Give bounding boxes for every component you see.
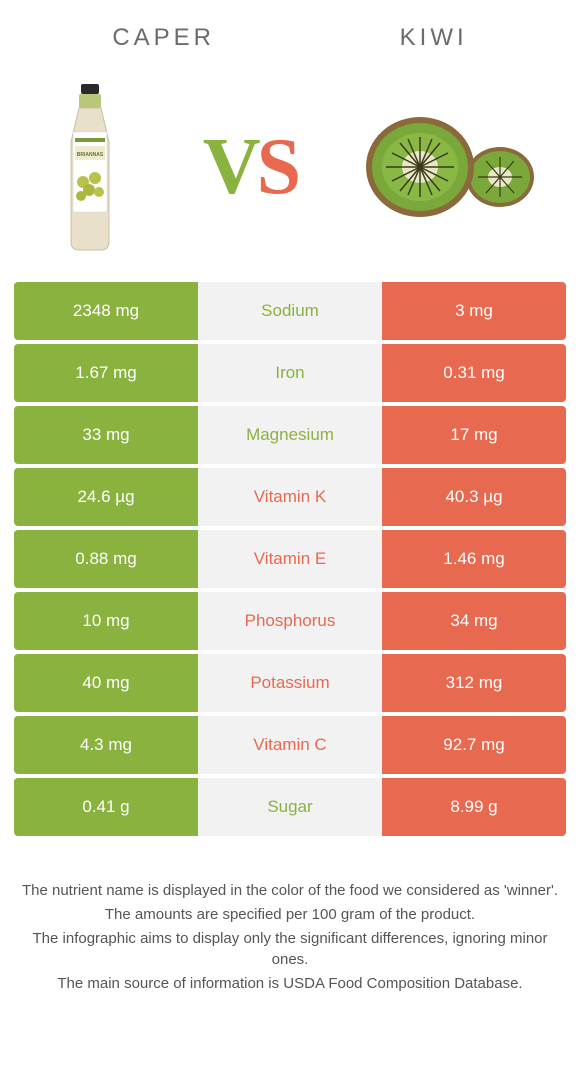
cell-nutrient-label: Phosphorus [198,592,382,650]
table-row: 2348 mgSodium3 mg [14,282,566,340]
footer-line: The amounts are specified per 100 gram o… [20,904,560,926]
footer-notes: The nutrient name is displayed in the co… [0,840,580,1017]
cell-right-value: 40.3 µg [382,468,566,526]
title-right: Kiwi [400,24,468,52]
cell-right-value: 3 mg [382,282,566,340]
cell-nutrient-label: Vitamin C [198,716,382,774]
svg-text:BRIANNAS: BRIANNAS [77,152,104,158]
cell-right-value: 92.7 mg [382,716,566,774]
cell-left-value: 40 mg [14,654,198,712]
cell-left-value: 10 mg [14,592,198,650]
hero-row: BRIANNAS VS [0,62,580,282]
cell-nutrient-label: Vitamin E [198,530,382,588]
cell-nutrient-label: Iron [198,344,382,402]
cell-right-value: 1.46 mg [382,530,566,588]
cell-left-value: 2348 mg [14,282,198,340]
header: Caper Kiwi [0,0,580,62]
cell-left-value: 0.88 mg [14,530,198,588]
comparison-table: 2348 mgSodium3 mg1.67 mgIron0.31 mg33 mg… [0,282,580,836]
cell-left-value: 1.67 mg [14,344,198,402]
title-left: Caper [112,24,215,52]
cell-right-value: 0.31 mg [382,344,566,402]
table-row: 4.3 mgVitamin C92.7 mg [14,716,566,774]
cell-nutrient-label: Sodium [198,282,382,340]
cell-left-value: 4.3 mg [14,716,198,774]
vs-label: VS [203,122,297,213]
cell-nutrient-label: Magnesium [198,406,382,464]
table-row: 0.88 mgVitamin E1.46 mg [14,530,566,588]
table-row: 24.6 µgVitamin K40.3 µg [14,468,566,526]
cell-nutrient-label: Vitamin K [198,468,382,526]
vs-s: S [257,123,298,211]
cell-right-value: 34 mg [382,592,566,650]
cell-left-value: 24.6 µg [14,468,198,526]
cell-right-value: 312 mg [382,654,566,712]
footer-line: The nutrient name is displayed in the co… [20,880,560,902]
cell-nutrient-label: Potassium [198,654,382,712]
cell-nutrient-label: Sugar [198,778,382,836]
cell-left-value: 0.41 g [14,778,198,836]
table-row: 1.67 mgIron0.31 mg [14,344,566,402]
table-row: 10 mgPhosphorus34 mg [14,592,566,650]
caper-image: BRIANNAS [40,82,140,252]
table-row: 0.41 gSugar8.99 g [14,778,566,836]
kiwi-image [360,97,540,237]
cell-right-value: 8.99 g [382,778,566,836]
cell-right-value: 17 mg [382,406,566,464]
cell-left-value: 33 mg [14,406,198,464]
table-row: 33 mgMagnesium17 mg [14,406,566,464]
vs-v: V [203,123,257,211]
footer-line: The infographic aims to display only the… [20,928,560,972]
footer-line: The main source of information is USDA F… [20,973,560,995]
table-row: 40 mgPotassium312 mg [14,654,566,712]
